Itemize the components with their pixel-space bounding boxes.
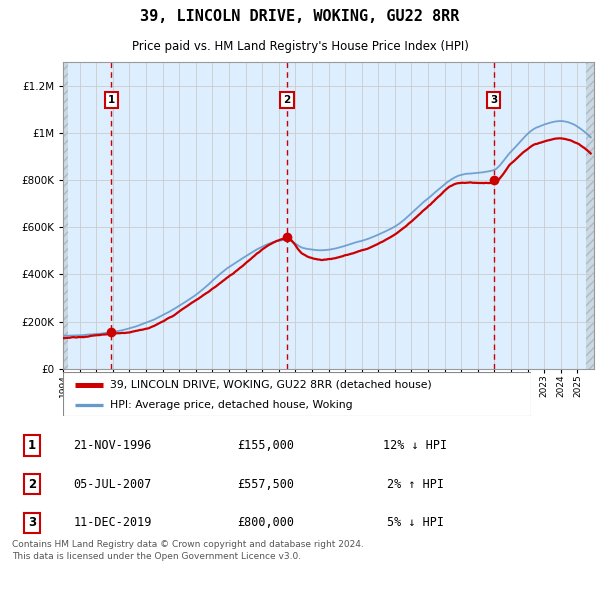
Text: 11-DEC-2019: 11-DEC-2019 bbox=[74, 516, 152, 529]
Text: Price paid vs. HM Land Registry's House Price Index (HPI): Price paid vs. HM Land Registry's House … bbox=[131, 40, 469, 53]
Text: 2% ↑ HPI: 2% ↑ HPI bbox=[387, 478, 444, 491]
Text: £557,500: £557,500 bbox=[237, 478, 294, 491]
Text: 05-JUL-2007: 05-JUL-2007 bbox=[74, 478, 152, 491]
Text: 1: 1 bbox=[107, 96, 115, 105]
Text: 1: 1 bbox=[28, 439, 36, 452]
Text: 3: 3 bbox=[28, 516, 36, 529]
Text: 2: 2 bbox=[283, 96, 290, 105]
Text: 39, LINCOLN DRIVE, WOKING, GU22 8RR: 39, LINCOLN DRIVE, WOKING, GU22 8RR bbox=[140, 9, 460, 24]
FancyBboxPatch shape bbox=[63, 372, 531, 416]
Text: £800,000: £800,000 bbox=[237, 516, 294, 529]
Text: 21-NOV-1996: 21-NOV-1996 bbox=[74, 439, 152, 452]
Text: Contains HM Land Registry data © Crown copyright and database right 2024.
This d: Contains HM Land Registry data © Crown c… bbox=[12, 540, 364, 561]
Text: 39, LINCOLN DRIVE, WOKING, GU22 8RR (detached house): 39, LINCOLN DRIVE, WOKING, GU22 8RR (det… bbox=[110, 380, 431, 390]
Text: 2: 2 bbox=[28, 478, 36, 491]
Text: 12% ↓ HPI: 12% ↓ HPI bbox=[383, 439, 447, 452]
Text: 5% ↓ HPI: 5% ↓ HPI bbox=[387, 516, 444, 529]
Bar bbox=[63, 62, 68, 369]
Bar bbox=[586, 62, 594, 369]
Text: 3: 3 bbox=[490, 96, 497, 105]
Text: £155,000: £155,000 bbox=[237, 439, 294, 452]
Text: HPI: Average price, detached house, Woking: HPI: Average price, detached house, Woki… bbox=[110, 400, 352, 410]
